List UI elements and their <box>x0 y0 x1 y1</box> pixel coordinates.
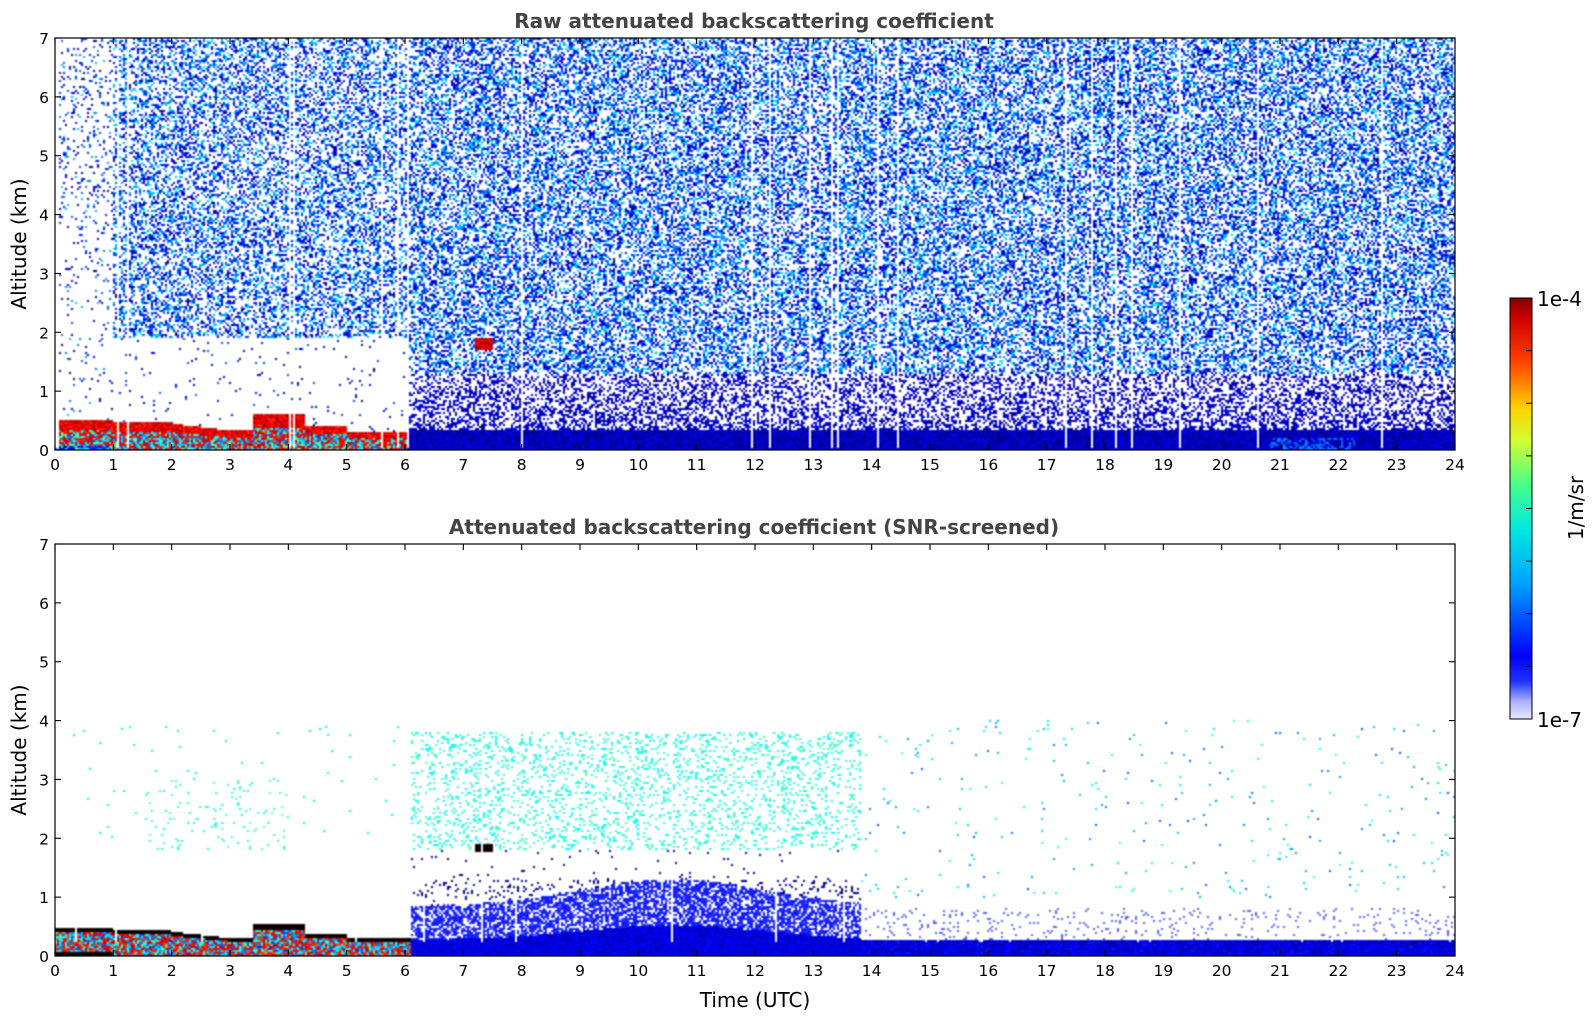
colorbar-min-label: 1e-7 <box>1537 708 1582 732</box>
x-tick-label: 14 <box>862 456 882 474</box>
x-tick-label: 5 <box>342 456 352 474</box>
x-tick-label: 1 <box>108 962 118 980</box>
x-tick-label: 14 <box>862 962 882 980</box>
raw-backscatter-panel: Raw attenuated backscattering coefficien… <box>7 9 1465 474</box>
x-axis-label: Time (UTC) <box>699 988 811 1012</box>
x-tick-label: 4 <box>283 962 293 980</box>
x-tick-label: 13 <box>803 456 823 474</box>
x-tick-label: 21 <box>1270 962 1290 980</box>
colorbar-ticks <box>1526 297 1532 720</box>
y-tick-label: 1 <box>39 889 49 907</box>
x-tick-label: 12 <box>745 962 765 980</box>
y-tick-label: 2 <box>39 324 49 342</box>
x-tick-label: 17 <box>1037 456 1057 474</box>
x-tick-label: 2 <box>167 456 177 474</box>
x-tick-label: 19 <box>1153 456 1173 474</box>
y-tick-label: 4 <box>39 207 49 225</box>
colorbar-unit-label: 1/m/sr <box>1564 475 1588 540</box>
x-tick-label: 22 <box>1328 456 1348 474</box>
x-tick-label: 6 <box>400 456 410 474</box>
snr-y-axis-label: Altitude (km) <box>7 684 31 815</box>
y-tick-label: 6 <box>39 595 49 613</box>
x-tick-label: 22 <box>1328 962 1348 980</box>
y-tick-label: 5 <box>39 654 49 672</box>
x-tick-label: 16 <box>978 456 998 474</box>
colorbar-max-label: 1e-4 <box>1537 287 1582 311</box>
x-tick-label: 10 <box>628 456 648 474</box>
x-tick-label: 24 <box>1445 962 1465 980</box>
x-tick-label: 20 <box>1212 456 1232 474</box>
x-tick-label: 1 <box>108 456 118 474</box>
colorbar: 1e-4 1e-7 1/m/sr <box>1509 287 1588 732</box>
x-tick-label: 21 <box>1270 456 1290 474</box>
x-tick-label: 18 <box>1095 456 1115 474</box>
snr-screened-panel: Attenuated backscattering coefficient (S… <box>7 515 1465 1012</box>
x-tick-label: 5 <box>342 962 352 980</box>
x-tick-label: 6 <box>400 962 410 980</box>
x-tick-label: 23 <box>1387 456 1407 474</box>
raw-axis-ticks: 0 1 2 3 4 5 6 7 8 9 10 11 12 13 14 15 16 17 18 19 20 21 22 23 24… <box>39 30 1465 474</box>
y-tick-label: 2 <box>39 830 49 848</box>
x-tick-label: 13 <box>803 962 823 980</box>
raw-heatmap <box>55 38 1455 450</box>
raw-y-axis-label: Altitude (km) <box>7 178 31 309</box>
x-tick-label: 15 <box>920 456 940 474</box>
x-tick-label: 7 <box>458 456 468 474</box>
x-tick-label: 16 <box>978 962 998 980</box>
x-tick-label: 15 <box>920 962 940 980</box>
x-tick-label: 11 <box>687 962 707 980</box>
x-tick-label: 2 <box>167 962 177 980</box>
x-tick-label: 24 <box>1445 456 1465 474</box>
y-tick-label: 6 <box>39 89 49 107</box>
x-tick-label: 11 <box>687 456 707 474</box>
x-tick-label: 0 <box>50 456 60 474</box>
x-tick-label: 4 <box>283 456 293 474</box>
x-tick-label: 0 <box>50 962 60 980</box>
y-tick-label: 0 <box>39 948 49 966</box>
x-tick-label: 12 <box>745 456 765 474</box>
x-tick-label: 23 <box>1387 962 1407 980</box>
x-tick-label: 17 <box>1037 962 1057 980</box>
x-tick-label: 3 <box>225 456 235 474</box>
x-tick-label: 8 <box>517 962 527 980</box>
y-tick-label: 0 <box>39 442 49 460</box>
x-tick-label: 9 <box>575 962 585 980</box>
x-tick-label: 8 <box>517 456 527 474</box>
snr-panel-title: Attenuated backscattering coefficient (S… <box>449 515 1059 539</box>
y-tick-label: 4 <box>39 713 49 731</box>
snr-axis-ticks: 0 1 2 3 4 5 6 7 8 9 10 11 12 13 14 15 16 17 18 19 20 21 22 23 24… <box>39 536 1465 980</box>
x-tick-label: 20 <box>1212 962 1232 980</box>
snr-heatmap <box>55 544 1455 956</box>
x-tick-label: 3 <box>225 962 235 980</box>
y-tick-label: 7 <box>39 536 49 554</box>
x-tick-label: 9 <box>575 456 585 474</box>
x-tick-label: 18 <box>1095 962 1115 980</box>
y-tick-label: 1 <box>39 383 49 401</box>
x-tick-label: 7 <box>458 962 468 980</box>
y-tick-label: 7 <box>39 30 49 48</box>
y-tick-label: 3 <box>39 265 49 283</box>
y-tick-label: 5 <box>39 148 49 166</box>
raw-panel-title: Raw attenuated backscattering coefficien… <box>514 9 994 33</box>
x-tick-label: 10 <box>628 962 648 980</box>
x-tick-label: 19 <box>1153 962 1173 980</box>
y-tick-label: 3 <box>39 771 49 789</box>
